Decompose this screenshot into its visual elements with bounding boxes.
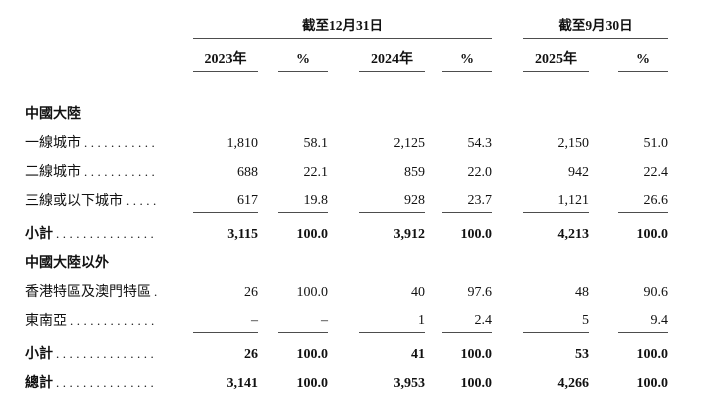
table-header-columns: 2023年 % 2024年 % 2025年 % [25, 39, 668, 72]
cell-value: 688 [237, 165, 258, 180]
cell-value: 48 [575, 285, 589, 300]
cell-value: 90.6 [643, 285, 669, 300]
row-subtotal-mainland: 小計............... 3,115 100.0 3,912 100.… [25, 217, 668, 246]
cell-value: 54.3 [467, 136, 493, 151]
cell-value: 40 [411, 285, 425, 300]
cell-value: 51.0 [643, 136, 669, 151]
cell-value: 4,213 [557, 227, 590, 242]
cell-value: 100.0 [460, 347, 493, 362]
cell-value: 100.0 [460, 376, 493, 391]
cell-value: 19.8 [278, 193, 328, 213]
column-group-sep30: 截至9月30日 [492, 14, 668, 39]
cell-value: 100.0 [296, 347, 329, 362]
cell-value: 3,912 [393, 227, 426, 242]
dot-leader: ........... [84, 164, 159, 179]
cell-value: 23.7 [442, 193, 492, 213]
cell-value: 100.0 [460, 227, 493, 242]
cell-value: 100.0 [636, 376, 669, 391]
dot-leader: ............... [56, 375, 158, 390]
row-label: 小計 [25, 347, 53, 362]
document-page: 截至12月31日 截至9月30日 2023年 % 2024年 % 2025年 %… [25, 8, 668, 395]
cell-value: 100.0 [296, 227, 329, 242]
row-total: 總計............... 3,141 100.0 3,953 100.… [25, 366, 668, 395]
dot-leader: ........... [84, 135, 159, 150]
section-heading-row-mainland-china: 中國大陸 [25, 97, 668, 126]
cell-value: 617 [193, 193, 258, 213]
section-heading-mainland-china: 中國大陸 [25, 107, 81, 122]
cell-value: 22.0 [467, 165, 493, 180]
cell-value: 4,266 [557, 376, 590, 391]
row-label: 二線城市 [25, 165, 81, 180]
cell-value: 26 [244, 347, 258, 362]
cell-value: 1,121 [523, 193, 589, 213]
cell-value: 100.0 [636, 227, 669, 242]
cell-value: 22.1 [303, 165, 329, 180]
row-hk-macau: 香港特區及澳門特區. 26 100.0 40 97.6 48 90.6 [25, 275, 668, 304]
cell-value: 26.6 [618, 193, 668, 213]
dot-leader: ............. [70, 313, 158, 328]
cell-value: 2,150 [557, 136, 590, 151]
cell-value: 5 [523, 313, 589, 333]
table-header-groups: 截至12月31日 截至9月30日 [25, 8, 668, 39]
row-label: 一線城市 [25, 136, 81, 151]
col-header-2024: 2024年 [359, 39, 425, 72]
cell-value: 3,953 [393, 376, 426, 391]
row-tier3-cities: 三線或以下城市..... 617 19.8 928 23.7 1,121 26.… [25, 184, 668, 213]
cell-value: 942 [568, 165, 589, 180]
section-heading-row-outside-mainland: 中國大陸以外 [25, 246, 668, 275]
row-tier1-cities: 一線城市........... 1,810 58.1 2,125 54.3 2,… [25, 126, 668, 155]
cell-value: 22.4 [643, 165, 669, 180]
dot-leader: ............... [56, 346, 158, 361]
cell-value: 53 [575, 347, 589, 362]
cell-value: 859 [404, 165, 425, 180]
row-label: 三線或以下城市 [25, 194, 123, 209]
column-group-label-sep30: 截至9月30日 [523, 14, 668, 39]
header-body-gap [25, 72, 668, 97]
col-header-2023: 2023年 [193, 39, 258, 72]
col-header-pct-2: % [442, 43, 492, 72]
col-header-2025: 2025年 [523, 39, 589, 72]
cell-value: – [278, 313, 328, 333]
row-tier2-cities: 二線城市........... 688 22.1 859 22.0 942 22… [25, 155, 668, 184]
cell-value: 58.1 [303, 136, 329, 151]
row-subtotal-outside: 小計............... 26 100.0 41 100.0 53 1… [25, 337, 668, 366]
cell-value: 100.0 [296, 285, 329, 300]
cell-value: 928 [359, 193, 425, 213]
row-southeast-asia: 東南亞............. – – 1 2.4 5 9.4 [25, 304, 668, 333]
row-label: 東南亞 [25, 314, 67, 329]
dot-leader: . [154, 284, 161, 299]
cell-value: 1 [359, 313, 425, 333]
cell-value: 3,141 [226, 376, 259, 391]
section-heading-outside-mainland-china: 中國大陸以外 [25, 256, 109, 271]
cell-value: 100.0 [636, 347, 669, 362]
cell-value: 2,125 [393, 136, 426, 151]
dot-leader: ............... [56, 226, 158, 241]
cell-value: 3,115 [227, 227, 258, 242]
cell-value: 100.0 [296, 376, 329, 391]
cell-value: 26 [244, 285, 258, 300]
column-group-dec31: 截至12月31日 [193, 14, 492, 39]
cell-value: 41 [411, 347, 425, 362]
row-label: 總計 [25, 376, 53, 391]
cell-value: 97.6 [467, 285, 493, 300]
cell-value: 2.4 [442, 313, 492, 333]
row-label: 小計 [25, 227, 53, 242]
row-label: 香港特區及澳門特區 [25, 285, 151, 300]
col-header-pct-3: % [618, 43, 668, 72]
cell-value: 9.4 [618, 313, 668, 333]
dot-leader: ..... [126, 193, 160, 208]
cell-value: 1,810 [226, 136, 259, 151]
cell-value: – [193, 313, 258, 333]
column-group-label-dec31: 截至12月31日 [193, 14, 492, 39]
col-header-pct-1: % [278, 43, 328, 72]
